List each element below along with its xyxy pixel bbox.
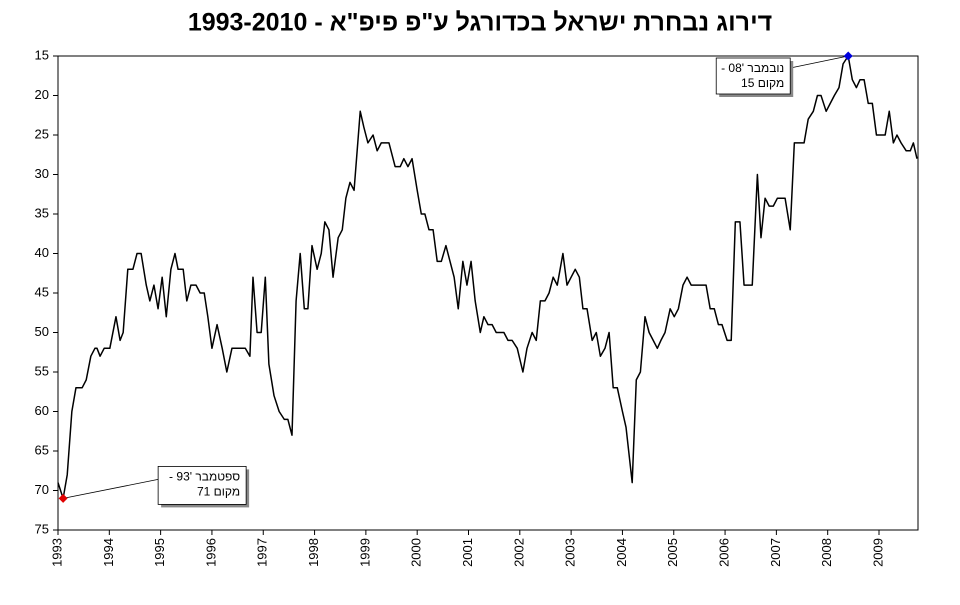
callout-leader [790, 55, 849, 69]
y-tick-label: 75 [35, 521, 49, 536]
y-tick-label: 35 [35, 205, 49, 220]
x-tick-label: 2007 [768, 538, 783, 567]
x-tick-label: 1997 [255, 538, 270, 567]
chart-title: דירוג נבחרת ישראל בכדורגל ע"פ פיפ"א - 19… [188, 9, 772, 37]
callout-leader [63, 479, 159, 499]
y-tick-label: 25 [35, 126, 49, 141]
highlight-marker [843, 51, 853, 61]
x-tick-label: 2004 [614, 538, 629, 567]
x-tick-label: 1994 [101, 538, 116, 567]
x-tick-label: 1993 [49, 538, 64, 567]
x-tick-label: 2000 [409, 538, 424, 567]
y-tick-label: 60 [35, 403, 49, 418]
x-tick-label: 2001 [460, 538, 475, 567]
y-tick-label: 50 [35, 324, 49, 339]
callout-text: נובמבר '08 - [721, 61, 784, 75]
x-tick-label: 2008 [819, 538, 834, 567]
x-tick-label: 1999 [357, 538, 372, 567]
line-series [57, 55, 918, 500]
callout-text: מקום 15 [741, 76, 784, 90]
y-tick-label: 30 [35, 166, 49, 181]
x-tick-label: 1996 [203, 538, 218, 567]
callout-text: מקום 71 [197, 485, 240, 499]
y-tick-label: 45 [35, 284, 49, 299]
y-tick-label: 55 [35, 363, 49, 378]
x-tick-label: 1995 [152, 538, 167, 567]
highlight-marker [58, 493, 68, 503]
callout-box [715, 57, 791, 95]
x-tick-label: 2002 [511, 538, 526, 567]
y-tick-label: 65 [35, 442, 49, 457]
x-tick-label: 2003 [563, 538, 578, 567]
y-tick-label: 20 [35, 87, 49, 102]
y-tick-label: 15 [35, 47, 49, 62]
x-tick-label: 2005 [665, 538, 680, 567]
x-tick-label: 2009 [870, 538, 885, 567]
y-tick-label: 70 [35, 482, 49, 497]
callout-text: ספטמבר '93 - [169, 470, 240, 484]
y-tick-label: 40 [35, 245, 49, 260]
x-tick-label: 2006 [717, 538, 732, 567]
callout-box [157, 465, 247, 505]
plot-frame [57, 55, 919, 531]
x-tick-label: 1998 [306, 538, 321, 567]
